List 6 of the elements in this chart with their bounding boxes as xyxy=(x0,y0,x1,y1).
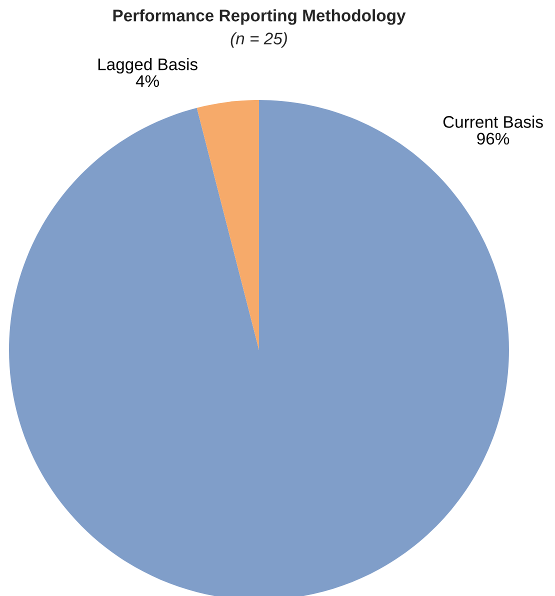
data-label: 96% xyxy=(477,132,510,145)
data-label: 4% xyxy=(136,75,160,87)
chart-title: Performance Reporting Methodology xyxy=(113,9,406,25)
chart-subtitle: (n = 25) xyxy=(230,32,287,48)
slice-label: Lagged Basis xyxy=(98,58,198,74)
slice-label: Current Basis xyxy=(443,116,543,128)
